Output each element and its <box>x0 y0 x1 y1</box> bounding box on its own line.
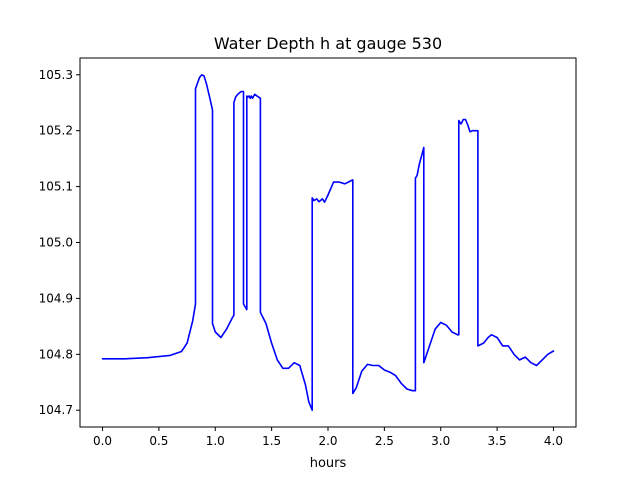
y-tick-label: 104.8 <box>39 347 73 361</box>
y-axis: 104.7 104.8 104.9 105.0 105.1 105.2 105.3 <box>39 68 80 417</box>
x-tick-label: 1.0 <box>206 434 225 448</box>
x-tick-label: 3.5 <box>488 434 507 448</box>
x-tick-label: 4.0 <box>544 434 563 448</box>
x-axis-label: hours <box>310 456 347 471</box>
y-tick-label: 105.1 <box>39 180 73 194</box>
x-tick-label: 0.5 <box>149 434 168 448</box>
x-tick-label: 2.5 <box>375 434 394 448</box>
series-line <box>101 74 555 412</box>
series-layer <box>101 74 555 412</box>
x-tick-label: 0.0 <box>93 434 112 448</box>
x-tick-label: 3.0 <box>431 434 450 448</box>
x-axis: 0.0 0.5 1.0 1.5 2.0 2.5 3.0 3.5 4.0 <box>93 427 563 448</box>
y-tick-label: 105.3 <box>39 68 73 82</box>
plot-background <box>80 58 576 427</box>
y-tick-label: 105.0 <box>39 236 73 250</box>
y-tick-label: 104.7 <box>39 403 73 417</box>
x-tick-label: 1.5 <box>262 434 281 448</box>
y-tick-label: 104.9 <box>39 291 73 305</box>
chart-title: Water Depth h at gauge 530 <box>214 34 442 53</box>
x-tick-label: 2.0 <box>318 434 337 448</box>
y-tick-label: 105.2 <box>39 124 73 138</box>
